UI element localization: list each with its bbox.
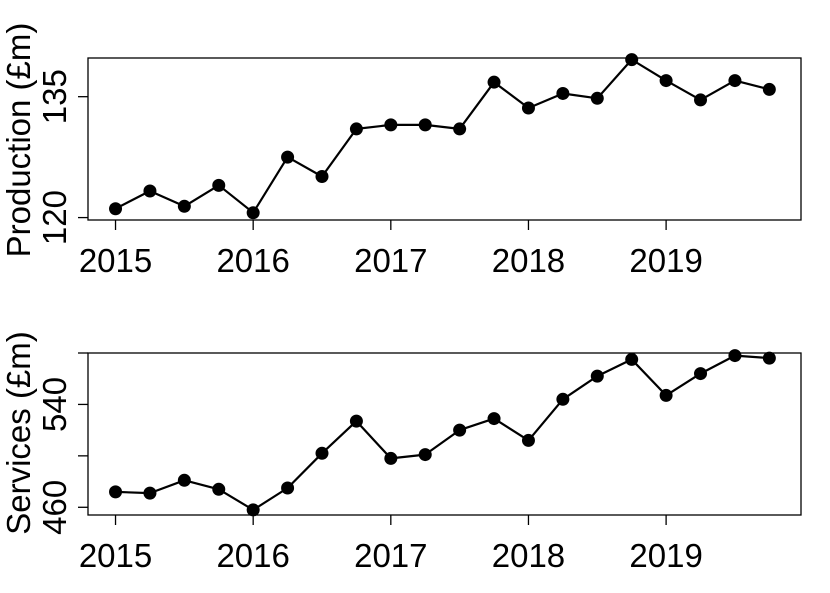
data-point [590, 91, 604, 105]
y-axis-title: Production (£m) [0, 23, 37, 258]
data-point [281, 150, 295, 164]
y-tick-label: 540 [36, 377, 73, 432]
data-point [762, 351, 776, 365]
x-tick-label: 2016 [216, 537, 289, 574]
plot-frame [87, 352, 802, 516]
data-point [728, 74, 742, 88]
data-point [453, 423, 467, 437]
y-tick-label: 135 [36, 69, 73, 124]
data-point [521, 101, 535, 115]
data-point [453, 122, 467, 136]
data-point [315, 169, 329, 183]
data-point [315, 446, 329, 460]
x-tick-label: 2019 [629, 537, 702, 574]
x-tick-label: 2016 [216, 242, 289, 279]
data-point [762, 82, 776, 96]
x-tick-label: 2018 [492, 242, 565, 279]
x-tick-label: 2018 [492, 537, 565, 574]
data-point [694, 367, 708, 381]
data-point [659, 388, 673, 402]
plot-frame [87, 57, 802, 221]
x-tick-label: 2015 [79, 537, 152, 574]
data-point [177, 199, 191, 213]
data-point [487, 75, 501, 89]
data-point [109, 202, 123, 216]
data-point [349, 414, 363, 428]
data-point [212, 482, 226, 496]
data-point [349, 122, 363, 136]
data-point [384, 118, 398, 132]
data-point [177, 473, 191, 487]
data-point [384, 451, 398, 465]
data-point [143, 486, 157, 500]
x-tick-label: 2017 [354, 242, 427, 279]
data-point [418, 118, 432, 132]
series-line [115, 354, 770, 511]
data-point [625, 352, 639, 366]
y-tick-label: 120 [36, 190, 73, 245]
data-point [281, 481, 295, 495]
data-point [487, 412, 501, 426]
data-point [659, 74, 673, 88]
data-point [212, 178, 226, 192]
data-point [590, 369, 604, 383]
x-tick-label: 2015 [79, 242, 152, 279]
data-point [418, 448, 432, 462]
x-tick-label: 2019 [629, 242, 702, 279]
x-tick-label: 2017 [354, 537, 427, 574]
y-tick-label: 460 [36, 480, 73, 535]
data-point [556, 392, 570, 406]
data-point [143, 184, 157, 198]
data-point [728, 349, 742, 363]
data-point [521, 433, 535, 447]
data-point [625, 53, 639, 67]
data-point [109, 485, 123, 499]
data-point [246, 503, 260, 517]
series-line [114, 58, 770, 214]
y-axis-title: Services (£m) [0, 331, 37, 535]
data-point [246, 206, 260, 220]
data-point [694, 93, 708, 107]
data-point [556, 86, 570, 100]
